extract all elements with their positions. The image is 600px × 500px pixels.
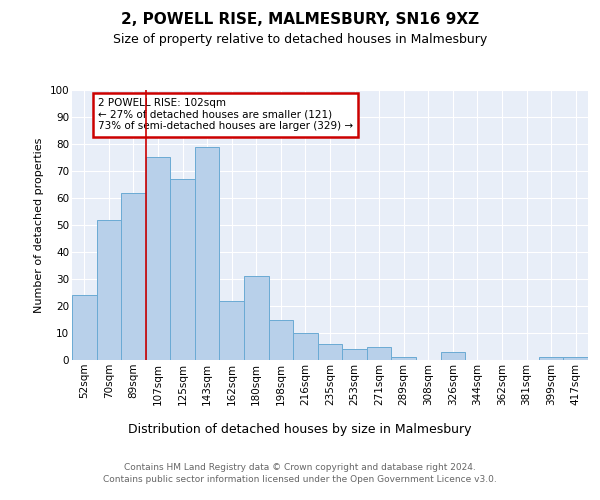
Bar [318, 344, 342, 360]
Bar [367, 346, 391, 360]
Bar [269, 320, 293, 360]
Bar [195, 146, 220, 360]
Bar [539, 358, 563, 360]
Bar [293, 333, 318, 360]
Bar [440, 352, 465, 360]
Text: Distribution of detached houses by size in Malmesbury: Distribution of detached houses by size … [128, 422, 472, 436]
Bar [342, 349, 367, 360]
Bar [391, 358, 416, 360]
Bar [146, 158, 170, 360]
Y-axis label: Number of detached properties: Number of detached properties [34, 138, 44, 312]
Bar [72, 295, 97, 360]
Bar [97, 220, 121, 360]
Bar [244, 276, 269, 360]
Text: 2, POWELL RISE, MALMESBURY, SN16 9XZ: 2, POWELL RISE, MALMESBURY, SN16 9XZ [121, 12, 479, 28]
Bar [170, 179, 195, 360]
Text: 2 POWELL RISE: 102sqm
← 27% of detached houses are smaller (121)
73% of semi-det: 2 POWELL RISE: 102sqm ← 27% of detached … [98, 98, 353, 132]
Bar [563, 358, 588, 360]
Text: Contains HM Land Registry data © Crown copyright and database right 2024.
Contai: Contains HM Land Registry data © Crown c… [103, 462, 497, 484]
Bar [121, 192, 146, 360]
Text: Size of property relative to detached houses in Malmesbury: Size of property relative to detached ho… [113, 32, 487, 46]
Bar [220, 300, 244, 360]
